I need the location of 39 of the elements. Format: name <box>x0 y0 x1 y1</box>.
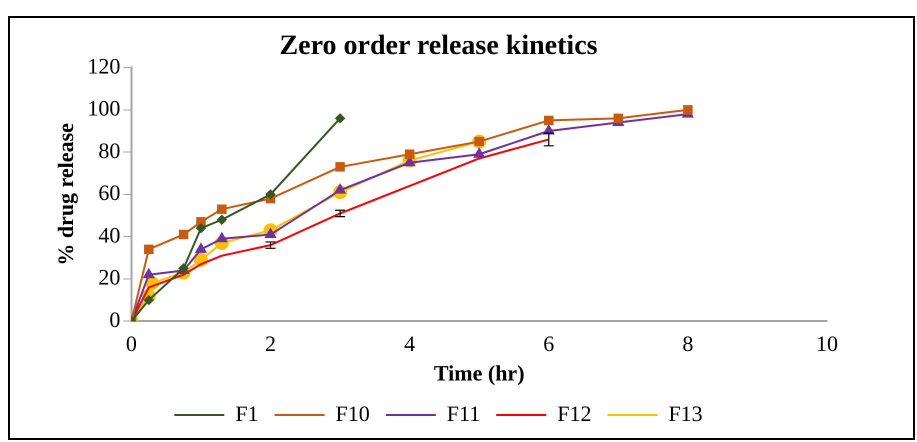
legend-label: F13 <box>668 400 703 426</box>
x-tick-label: 10 <box>816 331 838 356</box>
point <box>196 223 206 234</box>
chart-title: Zero order release kinetics <box>279 30 598 62</box>
point <box>614 114 624 124</box>
point <box>216 214 227 225</box>
y-tick-label: 80 <box>98 138 120 163</box>
legend-label: F11 <box>446 400 480 426</box>
x-tick-label: 8 <box>682 331 694 356</box>
point <box>178 230 188 240</box>
x-tick-label: 6 <box>543 331 554 356</box>
y-tick-label: 100 <box>87 96 120 121</box>
point <box>683 105 693 115</box>
legend-label: F12 <box>557 400 592 426</box>
point <box>143 268 154 278</box>
y-tick-label: 60 <box>98 180 120 206</box>
point <box>404 150 414 159</box>
legend-label: F1 <box>235 400 259 426</box>
point <box>195 242 207 253</box>
point <box>335 162 345 172</box>
y-tick-label: 0 <box>109 306 120 332</box>
point <box>144 244 154 254</box>
legend-label: F10 <box>336 400 370 426</box>
point <box>216 232 228 242</box>
point <box>266 189 276 200</box>
x-axis-title: Time (hr) <box>434 360 525 386</box>
point <box>474 148 485 158</box>
y-axis-title: % drug release <box>52 122 78 266</box>
point <box>264 228 276 238</box>
point <box>544 116 554 126</box>
point <box>334 184 346 194</box>
x-tick-label: 2 <box>265 331 276 356</box>
y-tick-label: 120 <box>87 53 120 78</box>
y-tick-label: 20 <box>98 264 120 290</box>
x-tick-label: 0 <box>126 331 137 356</box>
y-tick-label: 40 <box>98 222 120 248</box>
point <box>217 204 227 214</box>
x-tick-label: 4 <box>404 331 416 356</box>
point <box>335 113 346 124</box>
